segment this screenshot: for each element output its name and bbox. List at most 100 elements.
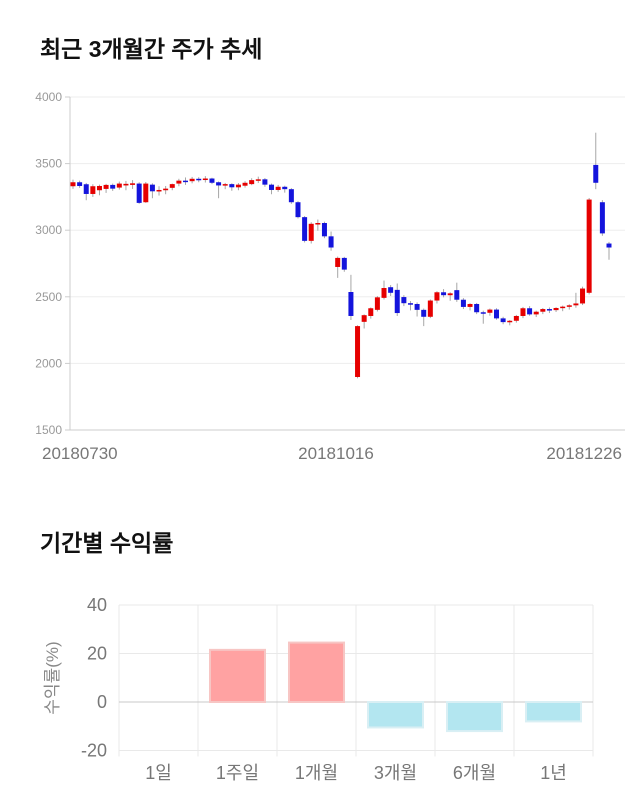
candle-body: [553, 307, 559, 311]
candle-body: [348, 292, 354, 316]
candle-body: [593, 164, 599, 183]
candle-body: [96, 185, 102, 191]
candle-body: [308, 223, 314, 241]
candle-body: [533, 311, 539, 315]
return-y-tick-label: 0: [97, 692, 107, 712]
candle-body: [110, 184, 116, 189]
candle-body: [381, 288, 387, 298]
candle-body: [401, 297, 407, 304]
return-y-tick-label: 40: [87, 595, 107, 615]
candle-body: [328, 236, 334, 248]
candle-body: [255, 179, 261, 181]
price-y-tick-label: 1500: [35, 423, 62, 437]
return-category-label: 1년: [540, 763, 567, 783]
candle-body: [189, 178, 195, 182]
period-return-bar-chart: 40 20 0 -20 수익률(%) 1일 1주일 1개월 3개월 6개월 1년: [43, 595, 594, 783]
return-bar: [209, 648, 266, 703]
candle-body: [269, 184, 275, 190]
candle-body: [355, 326, 361, 377]
period-return-title: 기간별 수익률: [40, 530, 174, 556]
candle-body: [288, 189, 294, 203]
candle-body: [209, 178, 215, 183]
candle-body: [341, 257, 347, 270]
candle-body: [302, 217, 308, 241]
candle-body: [216, 182, 222, 186]
candle-body: [434, 292, 440, 301]
candle-body: [136, 183, 142, 203]
candle-body: [163, 188, 169, 191]
candle-body: [414, 303, 420, 310]
price-x-label-start: 20180730: [42, 444, 118, 463]
return-bar: [446, 701, 503, 733]
candle-body: [374, 297, 380, 310]
candle-body: [116, 183, 122, 188]
candle-body: [222, 184, 228, 186]
candle-body: [149, 184, 155, 192]
candle-body: [90, 186, 96, 194]
candle-body: [599, 202, 605, 234]
candle-body: [513, 315, 519, 321]
candle-body: [295, 202, 301, 218]
candle-body: [196, 178, 202, 181]
price-y-tick-label: 4000: [35, 90, 62, 104]
candle-body: [315, 223, 321, 225]
candle-body: [474, 303, 480, 313]
candle-body: [460, 299, 466, 307]
candle-body: [368, 308, 374, 316]
candle-body: [494, 309, 500, 319]
candle-body: [182, 180, 188, 183]
price-candlestick-chart: 4000 3500 3000 2500 2000 1500 20180730 20181016…: [35, 90, 625, 463]
return-y-tick-label: 20: [87, 644, 107, 664]
candle-body: [235, 184, 241, 188]
candle-body: [143, 183, 149, 203]
candle-body: [202, 178, 208, 181]
candle-body: [361, 315, 367, 322]
candle-body: [407, 303, 413, 305]
candle-body: [77, 182, 83, 186]
return-category-label: 1일: [145, 763, 172, 783]
candle-body: [229, 184, 235, 188]
candle-body: [156, 189, 162, 192]
candle-body: [70, 182, 76, 187]
candle-body: [321, 223, 327, 237]
return-y-tick-label: -20: [81, 741, 107, 761]
return-category-label: 3개월: [374, 763, 417, 783]
price-y-tick-label: 2500: [35, 290, 62, 304]
price-x-label-mid: 20181016: [298, 444, 374, 463]
candle-body: [454, 290, 460, 300]
candle-body: [130, 183, 136, 185]
return-category-label: 6개월: [453, 763, 496, 783]
candle-body: [507, 320, 513, 323]
price-x-label-end: 20181226: [546, 444, 622, 463]
price-y-tick-label: 3500: [35, 157, 62, 171]
candle-body: [500, 318, 506, 323]
candle-body: [176, 180, 182, 184]
candle-body: [441, 292, 447, 296]
candle-body: [580, 288, 586, 304]
candle-body: [421, 309, 427, 317]
candle-body: [388, 287, 394, 293]
candle-body: [586, 199, 592, 293]
candle-body: [480, 312, 486, 314]
candle-body: [275, 186, 281, 190]
candle-body: [335, 257, 341, 267]
candle-body: [467, 303, 473, 307]
candle-body: [103, 184, 109, 189]
return-bar: [367, 701, 424, 729]
candle-body: [262, 179, 268, 185]
candle-body: [249, 180, 255, 185]
candle-body: [282, 186, 288, 190]
candle-body: [540, 309, 546, 312]
return-bar: [288, 641, 345, 703]
candle-body: [606, 243, 612, 248]
candle-body: [169, 184, 175, 188]
candle-body: [394, 289, 400, 314]
candle-body: [560, 306, 566, 309]
candle-body: [427, 300, 433, 317]
candle-body: [546, 309, 552, 311]
candle-body: [83, 184, 89, 194]
candle-body: [487, 309, 493, 313]
price-y-tick-label: 2000: [35, 356, 62, 370]
candle-body: [566, 305, 572, 307]
candle-body: [123, 183, 129, 186]
